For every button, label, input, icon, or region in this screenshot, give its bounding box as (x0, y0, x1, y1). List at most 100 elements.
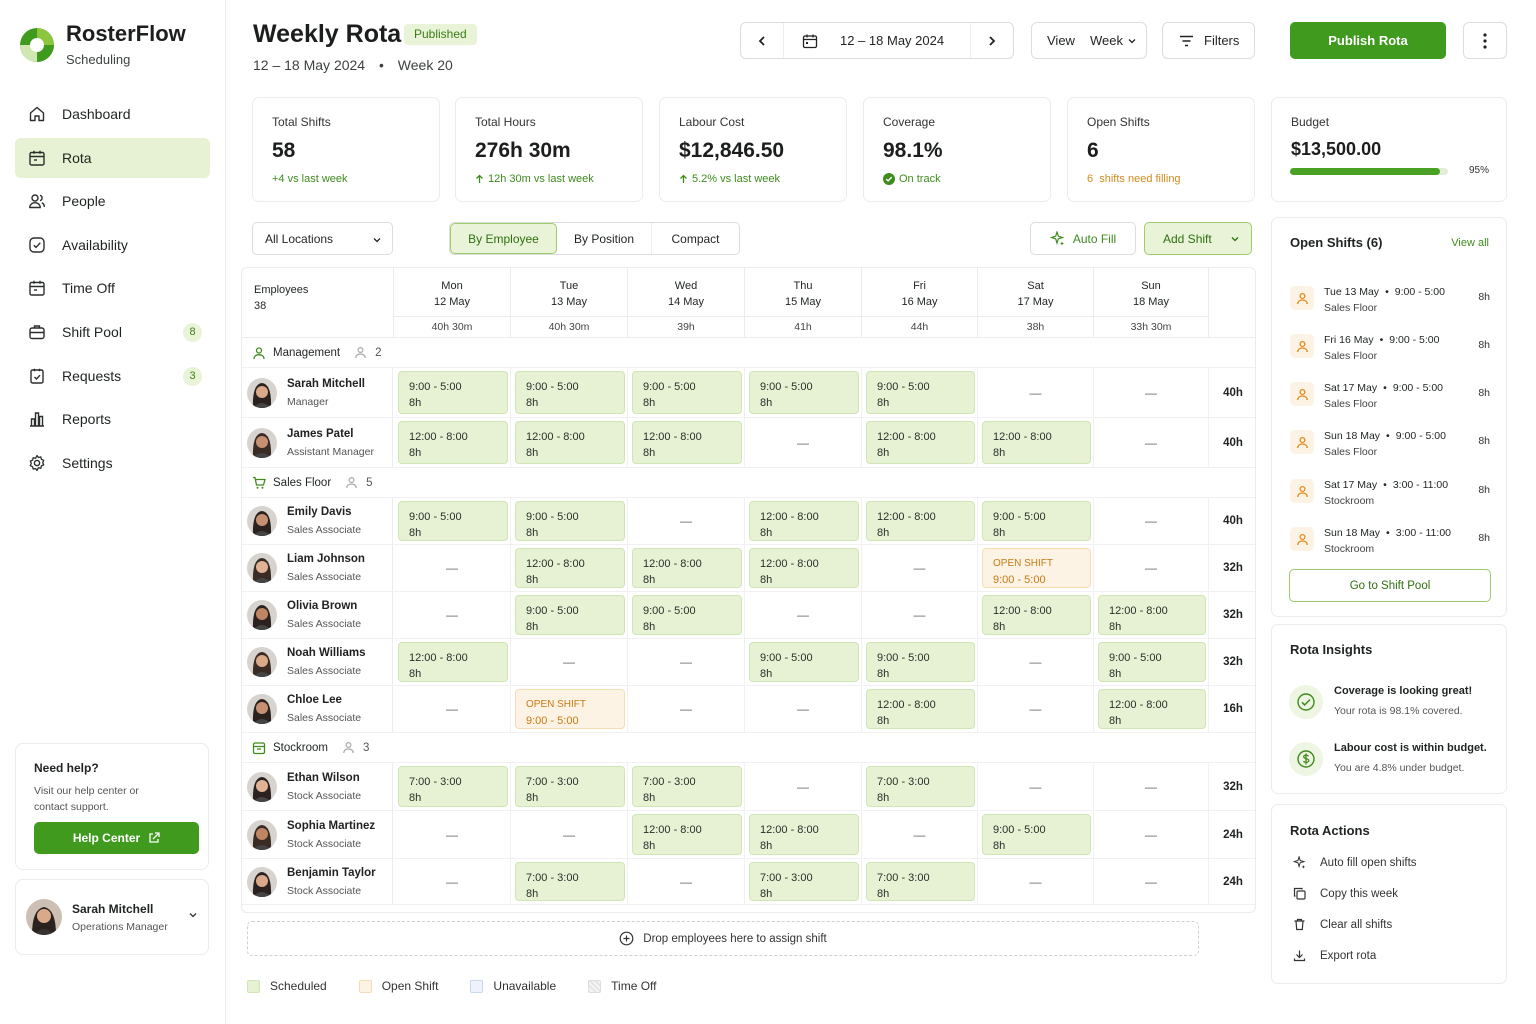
shift-cell[interactable]: 9:00 - 5:00 8h (394, 498, 511, 544)
shift-block[interactable]: 12:00 - 8:00 8h (1098, 595, 1206, 635)
shift-block[interactable]: 7:00 - 3:00 8h (866, 862, 975, 901)
filters-button[interactable]: Filters (1162, 22, 1255, 59)
shift-block[interactable]: 12:00 - 8:00 8h (515, 421, 625, 464)
group-header-stockroom[interactable]: Stockroom 3 (242, 733, 1255, 763)
shift-cell[interactable]: — (978, 368, 1094, 417)
shift-cell[interactable]: — (628, 498, 745, 544)
employee-cell[interactable]: Chloe Lee Sales Associate (247, 686, 393, 732)
shift-cell[interactable]: 7:00 - 3:00 8h (511, 859, 628, 904)
shift-cell[interactable]: — (862, 811, 978, 858)
shift-block[interactable]: 7:00 - 3:00 8h (866, 766, 975, 807)
shift-cell[interactable]: — (394, 686, 511, 732)
employee-cell[interactable]: Liam Johnson Sales Associate (247, 545, 393, 591)
shift-cell[interactable]: OPEN SHIFT 9:00 - 5:00 (511, 686, 628, 732)
shift-cell[interactable]: 12:00 - 8:00 8h (628, 545, 745, 591)
shift-cell[interactable]: — (394, 811, 511, 858)
action-copy-week[interactable]: Copy this week (1293, 887, 1398, 900)
location-select[interactable]: All Locations (252, 222, 393, 255)
shift-cell[interactable]: — (978, 763, 1094, 810)
shift-block[interactable]: 7:00 - 3:00 8h (632, 766, 742, 807)
action-auto-fill[interactable]: Auto fill open shifts (1293, 856, 1417, 869)
shift-block[interactable]: 9:00 - 5:00 8h (515, 371, 625, 414)
shift-cell[interactable]: 12:00 - 8:00 8h (862, 686, 978, 732)
open-shift-block[interactable]: OPEN SHIFT 9:00 - 5:00 (515, 689, 625, 729)
shift-cell[interactable]: — (394, 859, 511, 904)
shift-block[interactable]: 12:00 - 8:00 8h (632, 421, 742, 464)
shift-block[interactable]: 9:00 - 5:00 8h (866, 371, 975, 414)
shift-cell[interactable]: 12:00 - 8:00 8h (394, 639, 511, 685)
shift-block[interactable]: 12:00 - 8:00 8h (749, 501, 859, 541)
employee-cell[interactable]: Sophia Martinez Stock Associate (247, 811, 393, 858)
shift-cell[interactable]: — (745, 592, 862, 638)
open-shift-item[interactable]: Sun 18 May • 9:00 - 5:00 Sales Floor 8h (1290, 428, 1490, 468)
group-header-sales-floor[interactable]: Sales Floor 5 (242, 468, 1255, 498)
shift-cell[interactable]: — (862, 592, 978, 638)
sidebar-item-requests[interactable]: Requests 3 (15, 356, 210, 396)
shift-block[interactable]: 12:00 - 8:00 8h (398, 421, 508, 464)
view-select[interactable]: View Week (1031, 22, 1147, 59)
shift-cell[interactable]: — (978, 859, 1094, 904)
add-shift-button[interactable]: Add Shift (1144, 222, 1252, 255)
shift-block[interactable]: 7:00 - 3:00 8h (515, 862, 625, 901)
shift-cell[interactable]: — (511, 811, 628, 858)
shift-cell[interactable]: 7:00 - 3:00 8h (628, 763, 745, 810)
shift-block[interactable]: 12:00 - 8:00 8h (398, 642, 508, 682)
shift-cell[interactable]: 9:00 - 5:00 8h (394, 368, 511, 417)
shift-cell[interactable]: 9:00 - 5:00 8h (745, 639, 862, 685)
shift-block[interactable]: 9:00 - 5:00 8h (749, 371, 859, 414)
sidebar-item-people[interactable]: People (15, 181, 210, 221)
sidebar-item-settings[interactable]: Settings (15, 443, 210, 483)
shift-cell[interactable]: 12:00 - 8:00 8h (511, 545, 628, 591)
shift-cell[interactable]: 12:00 - 8:00 8h (862, 498, 978, 544)
shift-cell[interactable]: 9:00 - 5:00 8h (511, 592, 628, 638)
employee-cell[interactable]: Emily Davis Sales Associate (247, 498, 393, 544)
shift-cell[interactable]: — (862, 545, 978, 591)
shift-cell[interactable]: 9:00 - 5:00 8h (978, 498, 1094, 544)
shift-block[interactable]: 9:00 - 5:00 8h (632, 595, 742, 635)
prev-week-button[interactable] (741, 23, 783, 58)
logo[interactable]: RosterFlow Scheduling (19, 22, 186, 67)
shift-cell[interactable]: 7:00 - 3:00 8h (394, 763, 511, 810)
shift-cell[interactable]: 12:00 - 8:00 8h (862, 418, 978, 467)
shift-block[interactable]: 9:00 - 5:00 8h (1098, 642, 1206, 682)
shift-cell[interactable]: — (394, 592, 511, 638)
shift-cell[interactable]: — (745, 686, 862, 732)
shift-cell[interactable]: 12:00 - 8:00 8h (978, 592, 1094, 638)
shift-block[interactable]: 12:00 - 8:00 8h (982, 595, 1091, 635)
shift-cell[interactable]: — (628, 859, 745, 904)
shift-cell[interactable]: — (1094, 418, 1209, 467)
shift-cell[interactable]: 9:00 - 5:00 8h (862, 368, 978, 417)
shift-cell[interactable]: 12:00 - 8:00 8h (394, 418, 511, 467)
shift-block[interactable]: 7:00 - 3:00 8h (398, 766, 508, 807)
shift-cell[interactable]: — (1094, 763, 1209, 810)
shift-block[interactable]: 12:00 - 8:00 8h (866, 501, 975, 541)
sidebar-item-shift-pool[interactable]: Shift Pool 8 (15, 312, 210, 352)
shift-block[interactable]: 9:00 - 5:00 8h (866, 642, 975, 682)
shift-block[interactable]: 9:00 - 5:00 8h (515, 501, 625, 541)
group-header-management[interactable]: Management 2 (242, 338, 1255, 368)
shift-block[interactable]: 9:00 - 5:00 8h (398, 371, 508, 414)
shift-block[interactable]: 7:00 - 3:00 8h (515, 766, 625, 807)
open-shift-item[interactable]: Sat 17 May • 9:00 - 5:00 Sales Floor 8h (1290, 380, 1490, 420)
user-menu[interactable]: Sarah Mitchell Operations Manager (15, 879, 209, 955)
employee-cell[interactable]: Sarah Mitchell Manager (247, 368, 393, 417)
shift-cell[interactable]: 9:00 - 5:00 8h (628, 368, 745, 417)
shift-cell[interactable]: 12:00 - 8:00 8h (628, 811, 745, 858)
help-center-button[interactable]: Help Center (34, 822, 199, 854)
shift-cell[interactable]: 9:00 - 5:00 8h (978, 811, 1094, 858)
shift-block[interactable]: 12:00 - 8:00 8h (515, 548, 625, 588)
tab-by-employee[interactable]: By Employee (450, 223, 557, 254)
shift-cell[interactable]: — (628, 686, 745, 732)
open-shift-item[interactable]: Tue 13 May • 9:00 - 5:00 Sales Floor 8h (1290, 284, 1490, 324)
shift-block[interactable]: 12:00 - 8:00 8h (749, 814, 859, 855)
sidebar-item-rota[interactable]: Rota (15, 137, 210, 178)
shift-block[interactable]: 9:00 - 5:00 8h (749, 642, 859, 682)
employee-cell[interactable]: Benjamin Taylor Stock Associate (247, 859, 393, 904)
go-to-shift-pool-button[interactable]: Go to Shift Pool (1289, 569, 1491, 602)
shift-cell[interactable]: — (978, 686, 1094, 732)
shift-cell[interactable]: — (394, 545, 511, 591)
sidebar-item-reports[interactable]: Reports (15, 399, 210, 439)
shift-block[interactable]: 12:00 - 8:00 8h (749, 548, 859, 588)
shift-cell[interactable]: OPEN SHIFT 9:00 - 5:00 (978, 545, 1094, 591)
drop-zone[interactable]: Drop employees here to assign shift (247, 921, 1199, 956)
